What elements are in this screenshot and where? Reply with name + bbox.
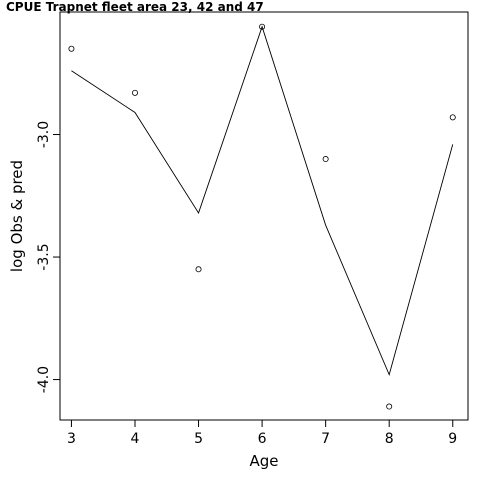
chart-title: CPUE Trapnet fleet area 23, 42 and 47 [6,0,264,14]
y-tick-label: -3.5 [36,243,52,270]
predicted-line [71,25,454,377]
observed-point [259,23,266,30]
y-axis: -3.0 -3.5 -4.0 [36,121,60,393]
x-axis-label: Age [249,452,278,470]
x-tick-label: 6 [258,431,267,447]
observed-point [449,114,456,121]
x-tick-label: 9 [448,431,457,447]
y-tick-label: -3.0 [36,121,52,148]
observed-point [195,266,202,273]
series-layer [68,23,456,410]
y-tick-label: -4.0 [36,366,52,393]
x-tick-label: 3 [67,431,76,447]
observed-point [68,45,75,52]
y-axis-label: log Obs & pred [8,160,26,272]
observed-point [131,89,138,96]
observed-point [322,156,329,163]
x-axis: 3 4 5 6 7 8 9 [67,420,457,447]
observed-point [386,403,393,410]
plot-frame [59,11,469,421]
x-tick-label: 5 [194,431,203,447]
x-tick-label: 7 [321,431,330,447]
x-tick-label: 4 [131,431,140,447]
x-tick-label: 8 [385,431,394,447]
